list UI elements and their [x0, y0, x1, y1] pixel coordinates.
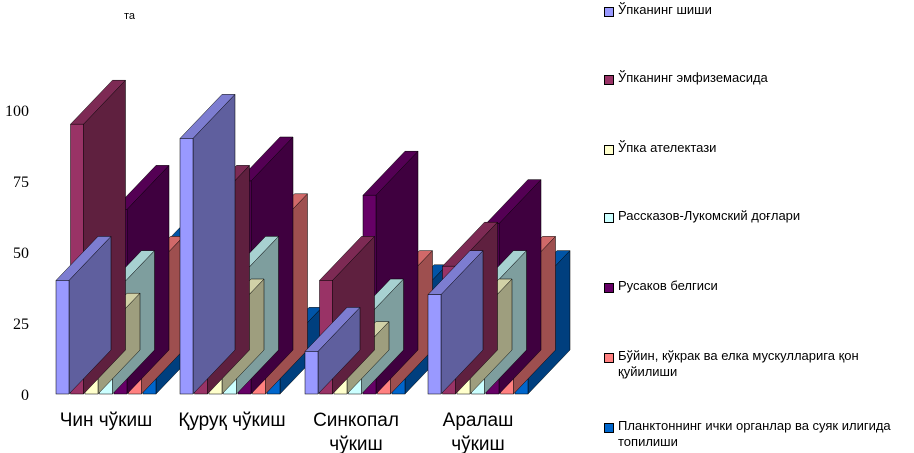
bar-front [55, 280, 70, 395]
bar [304, 306, 361, 395]
legend-label: Планктоннинг ички органлар ва суяк илиги… [618, 418, 891, 449]
category-label: Қуруқ чўкиш [178, 410, 285, 431]
legend-item: Ўпканинг эмфиземасида [604, 70, 908, 86]
y-tick-label: 100 [5, 103, 29, 120]
y-axis: 0 25 50 75 100 [5, 103, 29, 404]
legend: Ўпканинг шиши Ўпканинг эмфиземасида Ўпка а… [604, 0, 914, 453]
legend-swatch [604, 7, 614, 17]
legend-label: Ўпканинг эмфиземасида [618, 70, 768, 85]
bar-side [192, 93, 236, 395]
legend-item: Русаков белгиси [604, 278, 908, 294]
legend-swatch [604, 145, 614, 155]
legend-item: Планктоннинг ички органлар ва суяк илиги… [604, 418, 908, 450]
x-axis: Чин чўкиш Қуруқ чўкиш Синкопал чўкиш Аралаш ч… [60, 410, 514, 453]
bar-front [427, 294, 442, 395]
category-label: Аралаш [443, 410, 514, 431]
legend-swatch [604, 213, 614, 223]
y-tick-label: 0 [21, 387, 29, 404]
y-tick-label: 25 [13, 316, 29, 333]
bar [179, 93, 236, 395]
legend-label: Рассказов-Лукомский доғлари [618, 208, 801, 223]
stray-text: та [124, 10, 136, 22]
legend-label: Ўпканинг шиши [618, 2, 712, 17]
legend-item: Ўпканинг шиши [604, 2, 908, 18]
legend-item: Ўпка ателектази [604, 140, 908, 156]
legend-label: Ўпка ателектази [618, 140, 717, 155]
legend-swatch [604, 75, 614, 85]
legend-swatch [604, 283, 614, 293]
legend-swatch [604, 353, 614, 363]
bar [55, 235, 112, 395]
y-tick-label: 50 [13, 245, 29, 262]
legend-item: Бўйин, кўкрак ва елка мускулларига қон қ… [604, 348, 908, 380]
category-label: Синкопал [313, 410, 399, 431]
legend-label: Бўйин, кўкрак ва елка мускулларига қон қ… [618, 348, 859, 379]
y-tick-label: 75 [13, 174, 29, 191]
bar-front [304, 351, 319, 395]
bar [427, 249, 484, 395]
category-label: чўкиш [451, 434, 505, 453]
bar-front [179, 138, 194, 395]
bars-layer [55, 79, 571, 395]
legend-label: Русаков белгиси [618, 278, 718, 293]
chart: 0 25 50 75 100 Чин чўкиш Қуруқ чўкиш Синкопал ч… [5, 79, 571, 453]
legend-item: Рассказов-Лукомский доғлари [604, 208, 908, 224]
category-label: чўкиш [329, 434, 383, 453]
legend-swatch [604, 423, 614, 433]
category-label: Чин чўкиш [60, 410, 153, 431]
